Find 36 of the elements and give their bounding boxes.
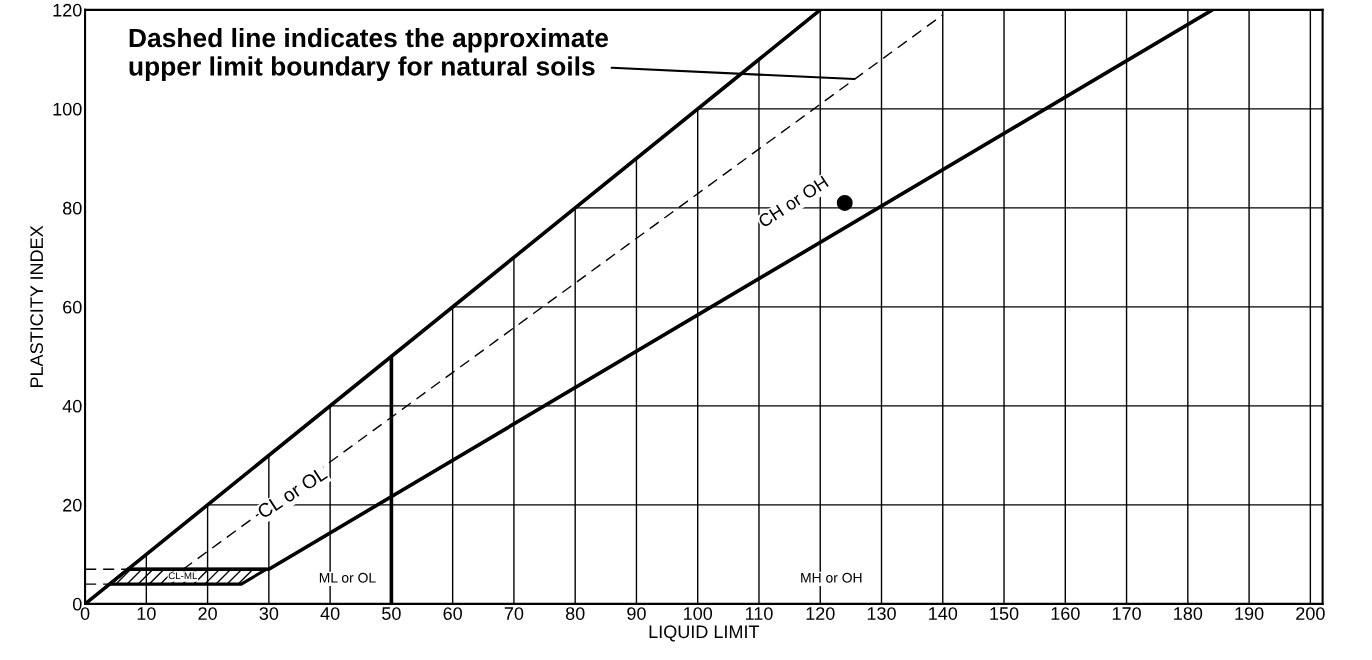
x-tick-label: 50 bbox=[382, 607, 401, 620]
x-tick-label: 20 bbox=[198, 607, 217, 620]
x-tick-label: 170 bbox=[1112, 607, 1141, 620]
y-tick-label: 60 bbox=[63, 300, 82, 314]
x-tick-label: 80 bbox=[565, 607, 585, 620]
annotation: Dashed line indicates the approximate upper limit boundary for natural soils bbox=[129, 27, 609, 81]
x-tick-label: 110 bbox=[745, 607, 773, 620]
x-tick-label: 190 bbox=[1235, 607, 1264, 620]
y-tick-label: 100 bbox=[53, 102, 82, 116]
x-tick-label: 130 bbox=[867, 607, 896, 620]
y-tick-label: 80 bbox=[62, 201, 82, 215]
annotation: ML or OL bbox=[319, 572, 376, 583]
x-tick-label: 200 bbox=[1296, 607, 1325, 620]
x-tick-label: 30 bbox=[259, 607, 279, 620]
annotation: CL or OL bbox=[256, 465, 329, 520]
x-tick-label: 150 bbox=[990, 607, 1019, 620]
annotation: MH or OH bbox=[801, 572, 862, 583]
x-tick-label: 100 bbox=[684, 607, 713, 620]
x-tick-label: 180 bbox=[1174, 607, 1203, 620]
y-axis-title: PLASTICITY INDEX bbox=[30, 225, 44, 388]
x-tick-label: 0 bbox=[80, 607, 90, 620]
annotation: CH or OH bbox=[757, 175, 829, 229]
x-tick-label: 140 bbox=[929, 607, 958, 620]
x-tick-label: 40 bbox=[320, 607, 340, 620]
x-tick-label: 120 bbox=[806, 607, 835, 620]
x-tick-label: 160 bbox=[1051, 607, 1080, 620]
y-tick-label: 20 bbox=[63, 498, 82, 512]
x-axis-title: LIQUID LIMIT bbox=[649, 625, 760, 642]
x-tick-label: 90 bbox=[627, 607, 646, 620]
y-tick-label: 120 bbox=[53, 3, 82, 17]
y-tick-label: 0 bbox=[72, 597, 82, 611]
y-tick-label: 40 bbox=[62, 399, 82, 413]
x-tick-label: 60 bbox=[443, 607, 462, 620]
x-tick-label: 70 bbox=[504, 607, 524, 620]
x-tick-label: 10 bbox=[137, 607, 156, 620]
annotation: CL-ML bbox=[168, 572, 198, 580]
